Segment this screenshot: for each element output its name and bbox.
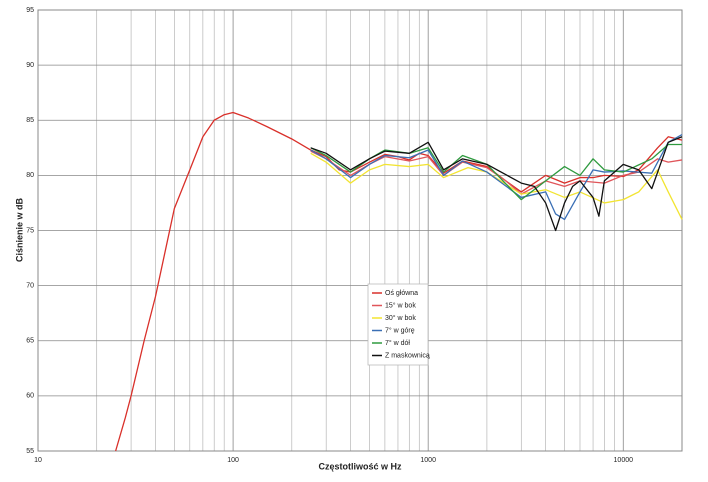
y-tick-label: 55 — [26, 448, 34, 455]
x-tick-label: 1000 — [420, 457, 436, 464]
x-tick-label: 10 — [34, 457, 42, 464]
legend-label: Oś główna — [385, 290, 418, 297]
series-line — [310, 152, 683, 220]
legend-label: Z maskownicą — [385, 352, 430, 359]
y-tick-label: 70 — [26, 282, 34, 289]
y-tick-label: 60 — [26, 393, 34, 400]
series-line — [310, 136, 683, 232]
y-tick-label: 95 — [26, 7, 34, 14]
legend-label: 7° w górę — [385, 326, 415, 334]
x-tick-label: 10000 — [614, 457, 634, 464]
x-tick-label: 100 — [227, 457, 239, 464]
y-axis-title: Ciśnienie w dB — [14, 197, 24, 262]
legend-label: 30° w bok — [385, 314, 416, 322]
y-tick-label: 65 — [26, 338, 34, 345]
legend-box — [367, 283, 429, 366]
plot-frame — [37, 9, 683, 452]
y-tick-label: 90 — [26, 62, 34, 69]
y-tick-label: 85 — [26, 117, 34, 124]
y-tick-label: 75 — [26, 227, 34, 234]
x-axis-title: Częstotliwość w Hz — [318, 461, 402, 471]
legend-label: 7° w dół — [385, 339, 410, 347]
legend-label: 15° w bok — [385, 301, 416, 309]
y-tick-label: 80 — [26, 172, 34, 179]
